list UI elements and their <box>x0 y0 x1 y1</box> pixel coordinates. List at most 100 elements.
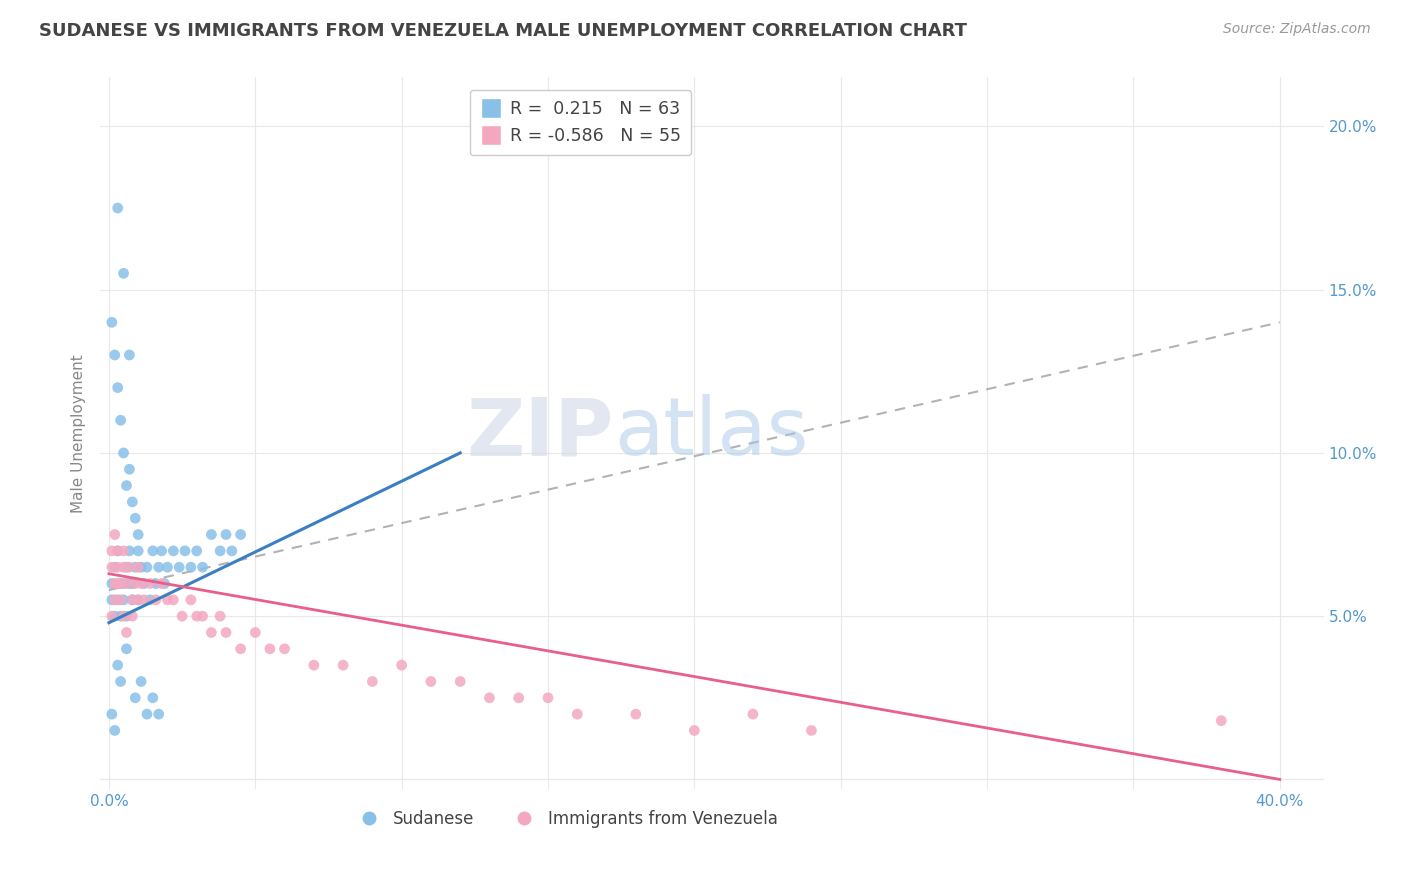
Point <box>142 690 165 705</box>
Point <box>200 527 222 541</box>
Point <box>129 576 152 591</box>
Point <box>104 592 127 607</box>
Point <box>215 625 238 640</box>
Point <box>245 625 267 640</box>
Point <box>121 592 143 607</box>
Point <box>112 446 135 460</box>
Point <box>104 560 127 574</box>
Point <box>127 592 149 607</box>
Point <box>112 560 135 574</box>
Point <box>139 576 162 591</box>
Point <box>145 576 167 591</box>
Point <box>115 560 138 574</box>
Point <box>148 707 170 722</box>
Point <box>124 576 146 591</box>
Point <box>478 690 501 705</box>
Point <box>115 625 138 640</box>
Point <box>162 592 184 607</box>
Y-axis label: Male Unemployment: Male Unemployment <box>72 354 86 513</box>
Point <box>104 348 127 362</box>
Point <box>156 560 179 574</box>
Point <box>112 609 135 624</box>
Point <box>121 576 143 591</box>
Point <box>167 560 190 574</box>
Point <box>101 560 124 574</box>
Point <box>150 576 173 591</box>
Point <box>110 609 132 624</box>
Point <box>129 674 152 689</box>
Point <box>229 641 252 656</box>
Point <box>104 609 127 624</box>
Point <box>127 592 149 607</box>
Point <box>186 609 208 624</box>
Point <box>107 544 129 558</box>
Point <box>118 462 141 476</box>
Point <box>153 576 176 591</box>
Point <box>104 576 127 591</box>
Point <box>145 592 167 607</box>
Point <box>624 707 647 722</box>
Point <box>156 592 179 607</box>
Point <box>101 592 124 607</box>
Point <box>101 315 124 329</box>
Point <box>110 674 132 689</box>
Point <box>104 527 127 541</box>
Point <box>209 544 232 558</box>
Point <box>142 544 165 558</box>
Point <box>567 707 589 722</box>
Point <box>110 413 132 427</box>
Point <box>136 707 159 722</box>
Point <box>121 609 143 624</box>
Point <box>229 527 252 541</box>
Point <box>180 560 202 574</box>
Point <box>110 592 132 607</box>
Point <box>115 641 138 656</box>
Point <box>209 609 232 624</box>
Point <box>508 690 530 705</box>
Point <box>302 658 325 673</box>
Point <box>191 560 214 574</box>
Point <box>174 544 197 558</box>
Point <box>107 576 129 591</box>
Point <box>127 527 149 541</box>
Point <box>121 592 143 607</box>
Point <box>115 478 138 492</box>
Point <box>741 707 763 722</box>
Point <box>115 609 138 624</box>
Point <box>127 560 149 574</box>
Text: atlas: atlas <box>614 394 808 473</box>
Point <box>172 609 194 624</box>
Point <box>200 625 222 640</box>
Text: ZIP: ZIP <box>467 394 614 473</box>
Point <box>101 707 124 722</box>
Point <box>112 266 135 280</box>
Point <box>118 348 141 362</box>
Point <box>273 641 295 656</box>
Point <box>101 609 124 624</box>
Point <box>107 381 129 395</box>
Point <box>1211 714 1233 728</box>
Point <box>118 560 141 574</box>
Point <box>124 690 146 705</box>
Point <box>259 641 281 656</box>
Point <box>118 576 141 591</box>
Point <box>127 544 149 558</box>
Point <box>112 544 135 558</box>
Legend: Sudanese, Immigrants from Venezuela: Sudanese, Immigrants from Venezuela <box>346 803 785 834</box>
Point <box>124 511 146 525</box>
Point <box>221 544 243 558</box>
Point <box>361 674 384 689</box>
Point <box>107 560 129 574</box>
Text: Source: ZipAtlas.com: Source: ZipAtlas.com <box>1223 22 1371 37</box>
Point <box>121 495 143 509</box>
Point <box>104 723 127 738</box>
Point <box>191 609 214 624</box>
Point <box>112 592 135 607</box>
Point <box>215 527 238 541</box>
Point <box>419 674 441 689</box>
Point <box>107 544 129 558</box>
Point <box>162 544 184 558</box>
Point <box>107 658 129 673</box>
Point <box>449 674 471 689</box>
Point <box>150 544 173 558</box>
